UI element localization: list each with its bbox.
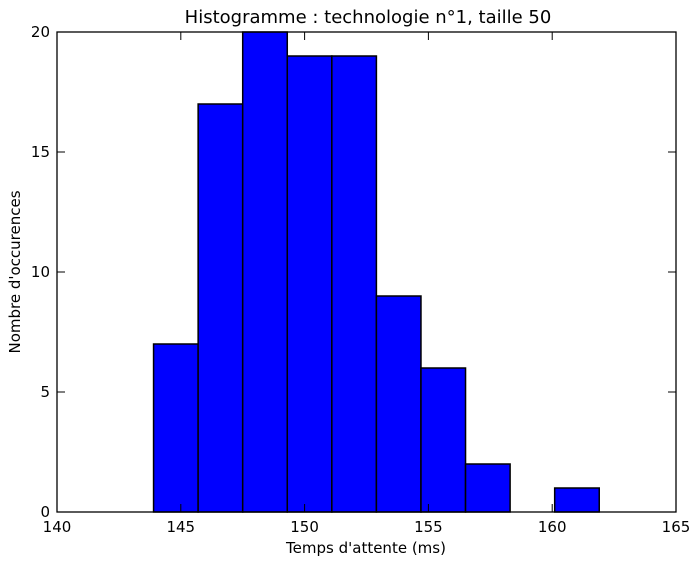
y-tick-label-2: 10 xyxy=(31,263,50,281)
histogram-bar-4 xyxy=(331,55,378,513)
histogram-bar-0 xyxy=(152,343,199,513)
x-axis-label: Temps d'attente (ms) xyxy=(285,539,446,557)
x-tick-label-2: 150 xyxy=(290,518,319,536)
histogram-bar-5 xyxy=(375,295,422,513)
x-tick-label-4: 160 xyxy=(538,518,567,536)
histogram-bar-2 xyxy=(241,31,289,513)
x-tick-label-1: 145 xyxy=(166,518,195,536)
x-tick-label-3: 155 xyxy=(414,518,443,536)
y-tick-label-0: 0 xyxy=(40,503,50,521)
y-tick-label-4: 20 xyxy=(31,23,50,41)
bars-group xyxy=(152,31,600,513)
plot-frame xyxy=(56,31,677,513)
y-tick-label-1: 5 xyxy=(40,383,50,401)
y-axis-label: Nombre d'occurences xyxy=(6,190,24,353)
chart-title: Histogramme : technologie n°1, taille 50 xyxy=(185,7,552,28)
y-tick-label-3: 15 xyxy=(31,143,50,161)
histogram-bar-7 xyxy=(464,463,511,513)
histogram-bar-3 xyxy=(286,55,333,513)
histogram-bar-6 xyxy=(420,367,467,513)
histogram-bar-1 xyxy=(197,103,244,513)
histogram-bar-9 xyxy=(553,487,600,513)
x-tick-label-5: 165 xyxy=(662,518,691,536)
x-tick-label-0: 140 xyxy=(43,518,72,536)
